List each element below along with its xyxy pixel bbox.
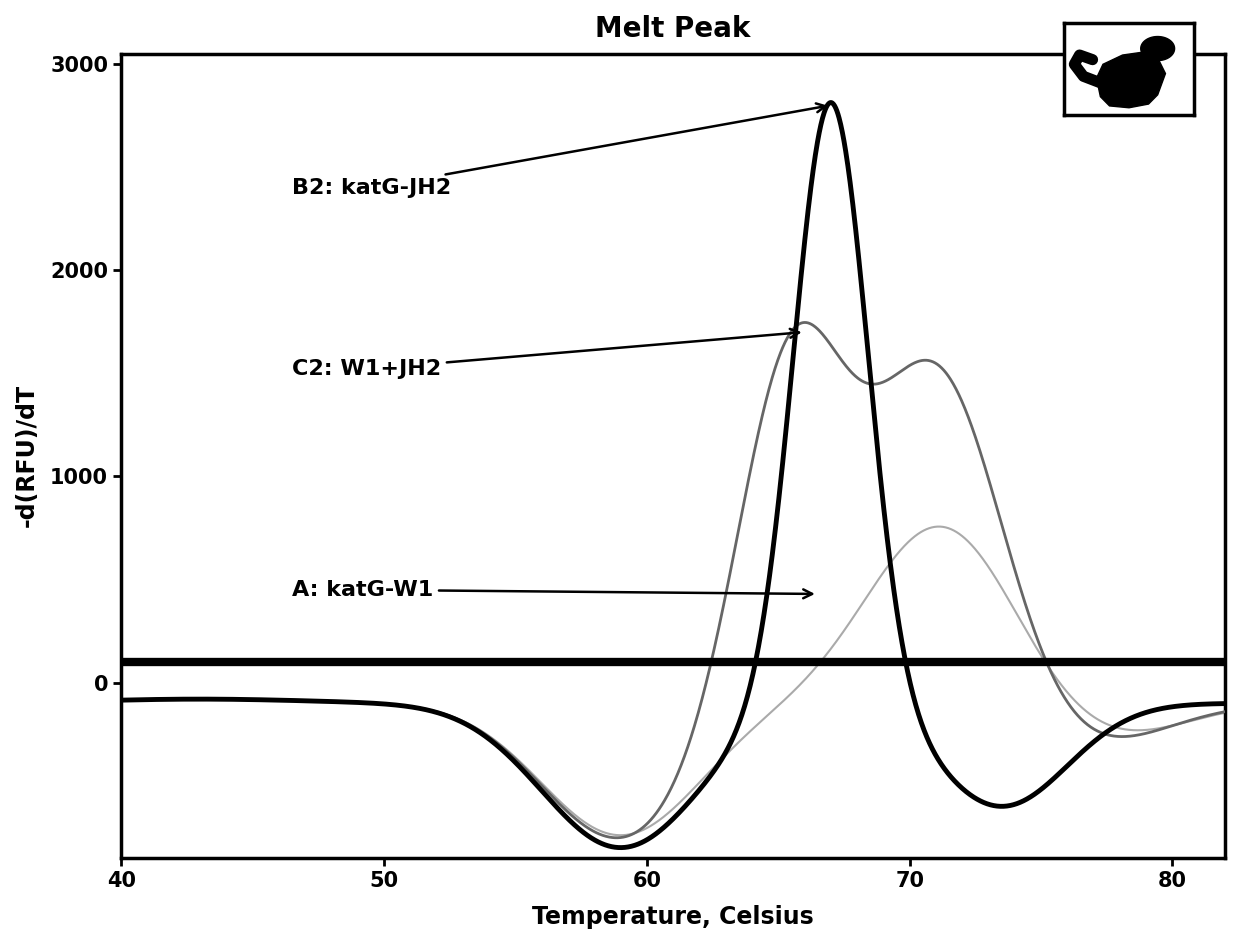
X-axis label: Temperature, Celsius: Temperature, Celsius <box>532 905 813 929</box>
Polygon shape <box>1096 52 1166 108</box>
Title: Melt Peak: Melt Peak <box>595 15 751 43</box>
Polygon shape <box>1141 37 1174 60</box>
Text: C2: W1+JH2: C2: W1+JH2 <box>293 329 799 379</box>
Text: A: katG-W1: A: katG-W1 <box>293 580 812 599</box>
Text: B2: katG-JH2: B2: katG-JH2 <box>293 104 826 197</box>
Y-axis label: -d(RFU)/dT: -d(RFU)/dT <box>15 384 38 528</box>
